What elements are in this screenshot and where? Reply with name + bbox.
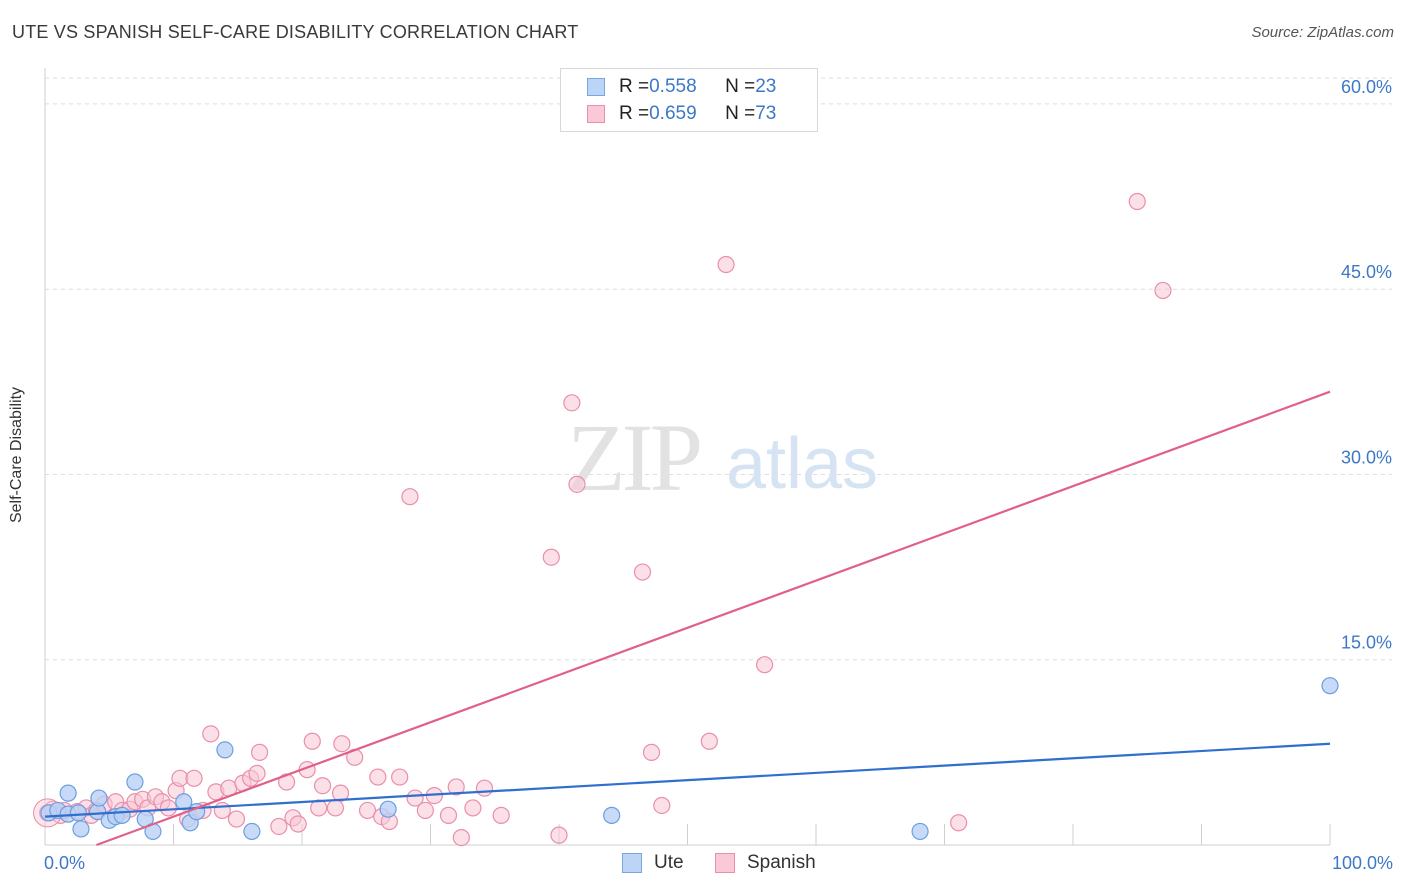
ute-point	[243, 822, 261, 841]
x-tick-label: 0.0%	[44, 853, 85, 873]
ute-point	[911, 822, 929, 841]
watermark-atlas: atlas	[726, 424, 878, 504]
spanish-point	[159, 799, 177, 817]
ute-points	[40, 677, 1339, 841]
tick-labels: 15.0% 30.0% 45.0% 60.0% 0.0% 100.0%	[44, 77, 1393, 873]
spanish-point	[950, 814, 968, 832]
spanish-point	[755, 656, 774, 674]
spanish-point	[563, 394, 581, 412]
spanish-point	[202, 725, 220, 743]
legend-label-spanish: Spanish	[747, 852, 816, 873]
spanish-point	[227, 810, 246, 828]
legend-r-label: R =	[619, 103, 650, 124]
spanish-point	[464, 799, 482, 817]
legend-r-value: 0.558	[649, 76, 697, 97]
spanish-point	[633, 563, 652, 581]
ute-point	[59, 784, 77, 802]
spanish-point	[550, 826, 568, 844]
ute-point	[72, 820, 90, 838]
ute-point	[379, 800, 397, 818]
legend-r-value: 0.659	[649, 103, 697, 124]
watermark: ZIP atlas	[567, 404, 878, 511]
spanish-point	[416, 801, 434, 820]
spanish-point	[185, 769, 203, 787]
ute-point	[126, 773, 144, 791]
spanish-point	[1154, 281, 1172, 300]
legend-swatch-ute	[622, 853, 642, 873]
spanish-point	[213, 801, 231, 820]
chart-title: UTE VS SPANISH SELF-CARE DISABILITY CORR…	[12, 22, 579, 42]
legend-n-value: 23	[755, 76, 777, 97]
source-note: Source: ZipAtlas.com	[1251, 24, 1394, 41]
legend-row-spanish: R = 0.659 N = 73	[587, 102, 776, 126]
grid-lines	[45, 77, 1392, 661]
ute-point	[216, 741, 234, 759]
series-legend: Ute Spanish	[0, 852, 1406, 876]
ute-trend-line	[44, 742, 1331, 818]
spanish-points	[33, 192, 1172, 847]
spanish-point	[542, 548, 560, 566]
spanish-point	[333, 735, 351, 753]
spanish-point	[331, 784, 350, 802]
stats-legend: R = 0.558 N = 23 R = 0.659 N = 73	[560, 68, 818, 132]
legend-label-ute: Ute	[654, 852, 684, 873]
spanish-point	[492, 806, 510, 824]
legend-r-label: R =	[619, 76, 650, 97]
spanish-point	[250, 743, 269, 761]
ute-point	[69, 804, 88, 822]
spanish-point	[289, 815, 307, 833]
spanish-trend-line	[96, 390, 1331, 847]
spanish-point	[700, 732, 718, 750]
legend-item-ute[interactable]: Ute	[622, 852, 684, 874]
ute-point	[90, 789, 108, 807]
spanish-point	[717, 255, 735, 274]
spanish-point	[391, 768, 409, 786]
y-tick-label: 45.0%	[1341, 262, 1392, 282]
legend-item-spanish[interactable]: Spanish	[715, 852, 816, 874]
spanish-point	[248, 764, 266, 782]
spanish-point	[452, 828, 470, 847]
legend-swatch-spanish	[587, 105, 605, 123]
spanish-point	[475, 779, 494, 797]
legend-swatch-ute	[587, 78, 605, 96]
spanish-point	[303, 732, 321, 750]
spanish-point	[447, 778, 465, 796]
spanish-point	[326, 799, 345, 817]
spanish-point	[369, 768, 387, 786]
spanish-point	[1128, 192, 1146, 211]
spanish-point	[310, 799, 328, 817]
spanish-point	[568, 475, 586, 493]
spanish-point	[401, 488, 419, 506]
legend-n-label: N =	[725, 76, 756, 97]
x-tick-label: 100.0%	[1332, 853, 1393, 873]
spanish-point	[270, 817, 288, 836]
trend-lines	[44, 390, 1331, 847]
legend-row-ute: R = 0.558 N = 23	[587, 75, 776, 99]
y-tick-label: 15.0%	[1341, 633, 1392, 653]
legend-n-label: N =	[725, 103, 756, 124]
legend-swatch-spanish	[715, 853, 735, 873]
spanish-point	[313, 777, 332, 795]
spanish-point	[439, 806, 458, 824]
ute-point	[603, 806, 621, 824]
y-tick-label: 30.0%	[1341, 447, 1392, 467]
ute-point	[113, 806, 131, 824]
spanish-point	[653, 796, 671, 815]
spanish-point	[358, 801, 377, 820]
spanish-point	[642, 743, 661, 761]
watermark-zip: ZIP	[567, 404, 700, 511]
y-tick-label: 60.0%	[1341, 77, 1392, 97]
spanish-point	[406, 789, 424, 807]
legend-n-value: 73	[755, 103, 777, 124]
ute-point	[1321, 677, 1339, 695]
y-axis-label: Self-Care Disability	[8, 386, 25, 524]
